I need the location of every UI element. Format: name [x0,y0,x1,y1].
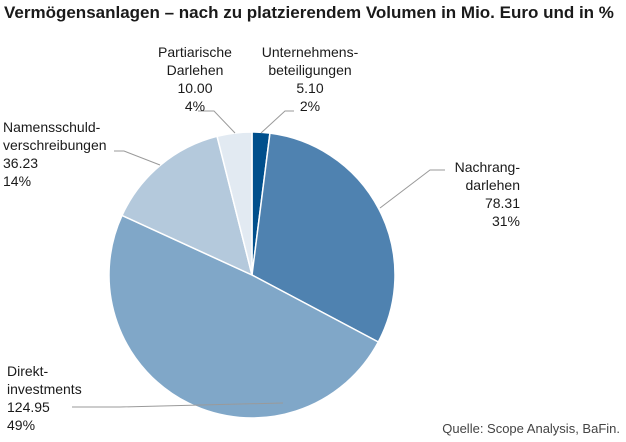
label-percent: 14% [3,173,32,189]
label-value: 124.95 [7,399,50,415]
label-name: Darlehen [166,62,224,78]
data-label-namensschuldverschreibungen: Namensschuld- verschreibungen 36.23 14% [3,118,107,190]
label-name: Partiarische [158,44,232,60]
label-percent: 2% [299,98,321,114]
pie-slice-direktinvestments [108,214,380,419]
label-name: Direkt- [7,363,49,379]
data-label-direktinvestments: Direkt- investments 124.95 49% [7,362,82,434]
label-name: beteiligungen [268,62,352,78]
label-value: 78.31 [484,195,520,211]
label-name: investments [7,381,82,397]
label-percent: 49% [7,417,36,433]
pie-slice-namensschuldverschreibungen [121,135,254,277]
chart-title: Vermögensanlagen – nach zu platzierendem… [4,3,614,22]
label-percent: 31% [491,213,520,229]
label-percent: 4% [184,98,206,114]
data-label-partiarische-darlehen: Partiarische Darlehen 10.00 4% [140,43,250,115]
label-name: Namensschuld- [3,119,101,135]
pie-slice-nachrangdarlehen [251,132,396,344]
leader-line-partiarische [198,110,236,134]
leader-line-direkt [72,402,284,408]
source-note: Quelle: Scope Analysis, BaFin. [442,421,620,436]
label-name: darlehen [465,177,521,193]
label-name: Nachrang- [454,159,520,175]
leader-line-nachrang [379,169,445,209]
label-name: verschreibungen [3,137,107,153]
data-label-unternehmensbeteiligungen: Unternehmens- beteiligungen 5.10 2% [245,43,375,115]
label-value: 5.10 [296,80,324,96]
leader-line-namens [114,150,161,166]
label-name: Unternehmens- [261,44,359,60]
leader-line-unternehmens [260,110,294,134]
data-label-nachrangdarlehen: Nachrang- darlehen 78.31 31% [420,158,520,230]
label-value: 10.00 [177,80,213,96]
label-value: 36.23 [3,155,39,171]
